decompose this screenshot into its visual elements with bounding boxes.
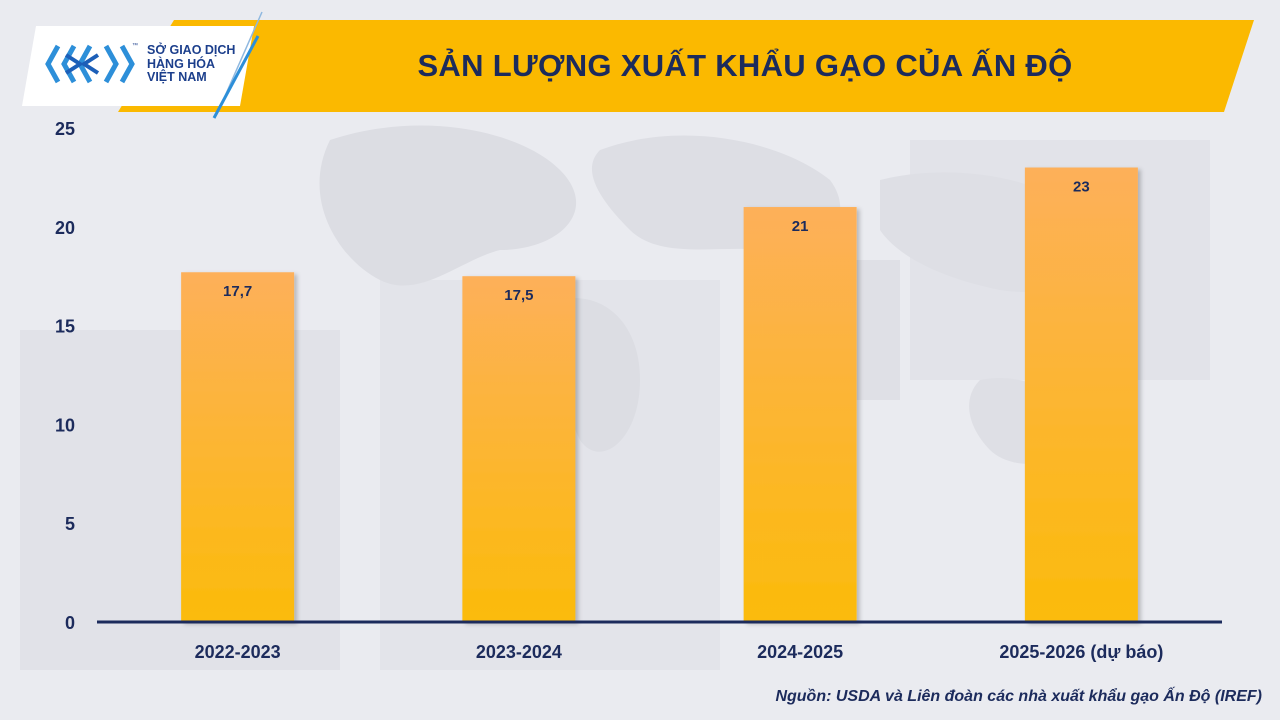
y-tick-label: 10 — [55, 415, 75, 435]
y-tick-label: 5 — [65, 514, 75, 534]
x-tick-label: 2023-2024 — [476, 642, 562, 662]
bar — [462, 276, 576, 622]
x-tick-label: 2024-2025 — [757, 642, 843, 662]
bar — [181, 272, 295, 622]
source-note: Nguồn: USDA và Liên đoàn các nhà xuất kh… — [775, 688, 1262, 705]
y-tick-label: 15 — [55, 317, 75, 337]
y-tick-label: 20 — [55, 218, 75, 238]
bar-value-label: 17,7 — [223, 283, 252, 300]
logo-icon — [45, 44, 135, 84]
y-tick-label: 25 — [55, 119, 75, 139]
x-axis: 2022-2023 2023-2024 2024-2025 2025-2026 (dự… — [195, 642, 1164, 662]
logo-line-3: VIỆT NAM — [147, 70, 207, 84]
logo-line-1: SỞ GIAO DỊCH — [147, 43, 236, 57]
y-axis: 0 5 10 15 20 25 — [55, 119, 75, 633]
bar — [743, 207, 857, 623]
chart-title: SẢN LƯỢNG XUẤT KHẨU GẠO CỦA ẤN ĐỘ — [417, 48, 1073, 83]
y-tick-label: 0 — [65, 613, 75, 633]
bar — [1024, 167, 1138, 622]
logo-text: SỞ GIAO DỊCH HÀNG HÓA VIỆT NAM — [147, 43, 247, 85]
x-tick-label: 2025-2026 (dự báo) — [999, 642, 1163, 662]
bar-value-label: 21 — [792, 218, 809, 235]
x-tick-label: 2022-2023 — [195, 642, 281, 662]
title-banner — [118, 20, 1254, 112]
logo-line-2: HÀNG HÓA — [147, 56, 216, 71]
bar-value-label: 23 — [1073, 179, 1090, 196]
logo-trademark: ™ — [132, 43, 138, 49]
bars-group: 17,7 17,5 21 23 — [181, 167, 1138, 623]
bar-value-label: 17,5 — [504, 287, 533, 304]
